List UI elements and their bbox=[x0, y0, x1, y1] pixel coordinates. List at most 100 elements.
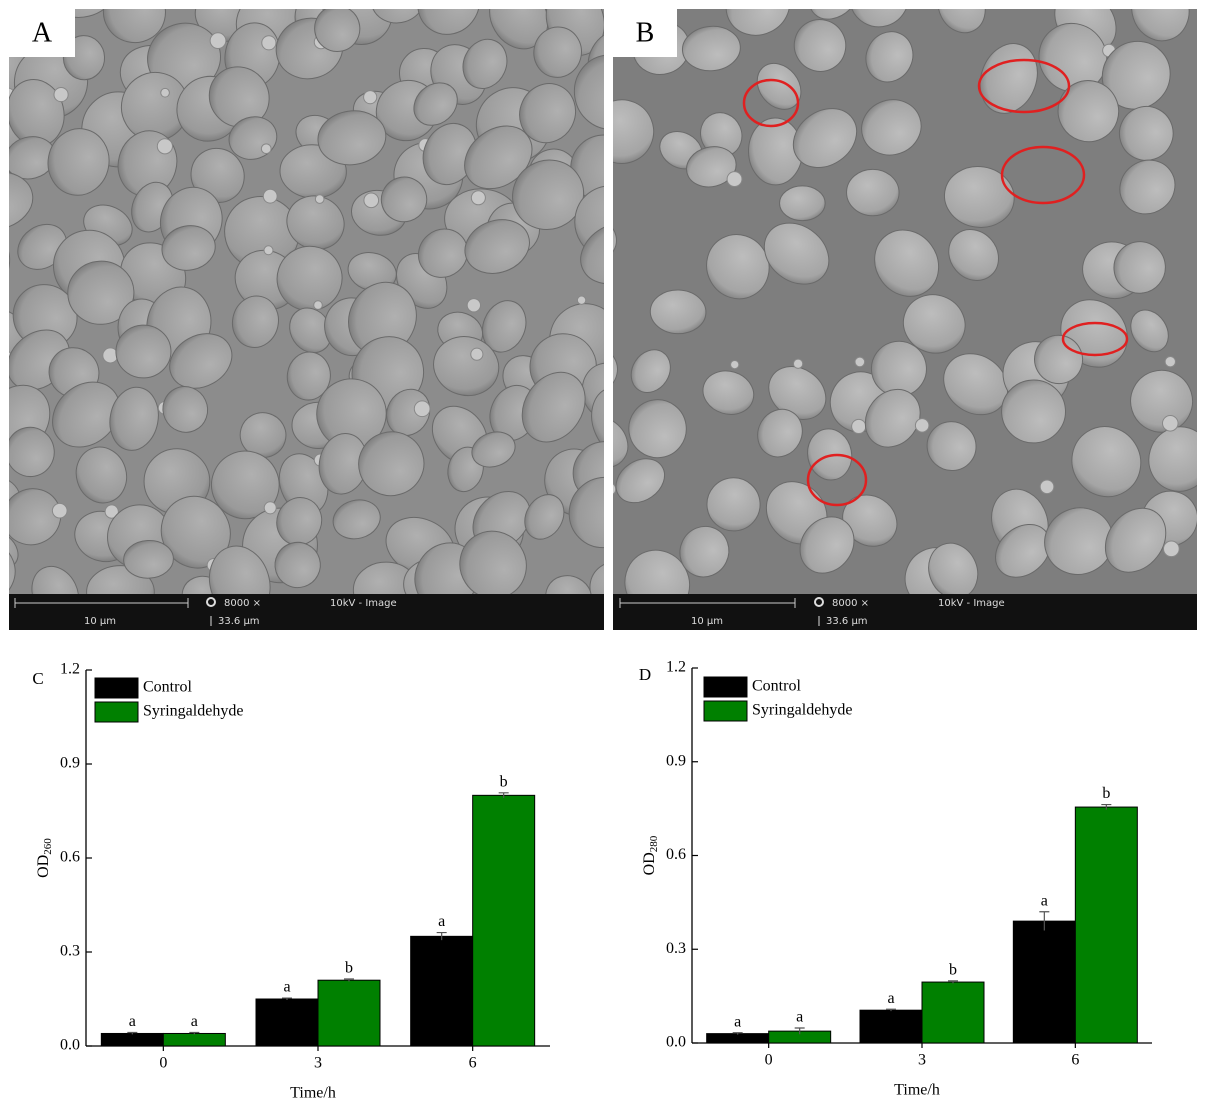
cell bbox=[115, 324, 172, 379]
bud-scar bbox=[314, 194, 325, 204]
bar bbox=[706, 1033, 770, 1044]
bar bbox=[1074, 806, 1138, 1044]
y-tick-label: 0.0 bbox=[60, 1037, 80, 1054]
panel-label: A bbox=[32, 17, 53, 48]
y-tick-label: 0.3 bbox=[666, 940, 686, 957]
significance-letter: a bbox=[283, 979, 290, 996]
x-tick-label: 0 bbox=[765, 1052, 773, 1069]
bar bbox=[317, 979, 381, 1047]
cell bbox=[793, 19, 847, 72]
cell bbox=[870, 340, 927, 397]
cell bbox=[464, 125, 533, 190]
cell bbox=[67, 260, 135, 325]
cell bbox=[1104, 507, 1167, 573]
bud-scar bbox=[51, 502, 68, 519]
error-bar bbox=[948, 980, 958, 984]
cell bbox=[161, 225, 216, 271]
bud-scar bbox=[313, 300, 323, 310]
bar bbox=[859, 1009, 923, 1044]
panel-label: B bbox=[636, 17, 655, 48]
x-axis-label: Time/h bbox=[290, 1085, 336, 1102]
y-axis-label-sub: 260 bbox=[42, 838, 54, 855]
cell bbox=[545, 575, 593, 594]
field-width: 33.6 µm bbox=[826, 616, 868, 627]
bud-scar bbox=[156, 138, 173, 155]
error-bar bbox=[344, 978, 354, 982]
significance-letter: a bbox=[129, 1013, 136, 1030]
bud-scar bbox=[262, 188, 278, 204]
cell bbox=[792, 108, 858, 168]
cell bbox=[413, 82, 458, 126]
cell bbox=[533, 26, 582, 78]
cell bbox=[317, 110, 387, 166]
error-bar bbox=[1101, 803, 1112, 810]
cell bbox=[1113, 241, 1166, 294]
cell bbox=[49, 9, 117, 18]
cell bbox=[686, 146, 737, 188]
legend-label: Control bbox=[752, 678, 801, 695]
x-tick-label: 3 bbox=[918, 1052, 926, 1069]
y-tick-label: 0.0 bbox=[666, 1034, 686, 1051]
bar bbox=[472, 794, 536, 1047]
scale-bar-label: 10 µm bbox=[691, 616, 723, 627]
cell bbox=[779, 185, 826, 222]
error-bar bbox=[498, 792, 509, 798]
x-tick-label: 3 bbox=[314, 1055, 322, 1072]
bud-scar bbox=[576, 295, 587, 305]
cell bbox=[1148, 426, 1197, 492]
bud-scar bbox=[261, 35, 277, 51]
y-axis-label-main: OD bbox=[641, 852, 658, 875]
cell bbox=[521, 371, 586, 443]
error-bar bbox=[794, 1027, 805, 1035]
cell bbox=[1001, 379, 1066, 444]
cell bbox=[706, 477, 761, 532]
cell bbox=[1131, 9, 1190, 42]
cell bbox=[358, 431, 425, 497]
cell bbox=[231, 295, 279, 348]
cell bbox=[1034, 334, 1084, 385]
highlight-circles bbox=[742, 58, 1129, 507]
cell bbox=[314, 9, 361, 52]
y-axis-label: OD280 bbox=[641, 835, 660, 875]
sem-image: A 10 µm 8000 × 10kV - Image 33.6 µm bbox=[9, 9, 604, 630]
bud-scar bbox=[363, 90, 378, 105]
y-tick-label: 1.2 bbox=[666, 659, 686, 676]
cell bbox=[417, 9, 480, 35]
cell bbox=[519, 83, 577, 144]
bud-scar bbox=[160, 87, 170, 98]
cell bbox=[464, 219, 530, 274]
significance-letter: a bbox=[1041, 892, 1048, 909]
bud-scar bbox=[730, 359, 740, 370]
bar bbox=[410, 935, 474, 1047]
cell bbox=[169, 333, 233, 389]
cell bbox=[123, 540, 174, 579]
cell bbox=[580, 221, 604, 285]
y-axis-label-sub: 280 bbox=[648, 835, 660, 852]
error-bar bbox=[282, 997, 292, 1000]
error-bar bbox=[127, 1031, 138, 1035]
cell bbox=[763, 222, 830, 285]
significance-letter: b bbox=[345, 960, 353, 977]
cell bbox=[995, 523, 1051, 578]
y-tick-label: 0.3 bbox=[60, 943, 80, 960]
mode: 10kV - Image bbox=[938, 598, 1005, 609]
cell bbox=[725, 9, 791, 36]
cell bbox=[162, 386, 209, 433]
x-axis-label: Time/h bbox=[894, 1082, 940, 1099]
error-bar bbox=[436, 931, 447, 941]
cell bbox=[512, 159, 585, 230]
bud-scar bbox=[726, 171, 743, 188]
cell bbox=[613, 99, 655, 164]
y-tick-label: 0.6 bbox=[60, 849, 80, 866]
legend-swatch bbox=[94, 701, 139, 723]
bud-scar bbox=[1163, 540, 1180, 558]
x-tick-label: 6 bbox=[469, 1055, 477, 1072]
significance-letter: b bbox=[949, 961, 957, 978]
mode: 10kV - Image bbox=[330, 598, 397, 609]
field-width: 33.6 µm bbox=[218, 616, 260, 627]
cell bbox=[613, 346, 618, 393]
cell bbox=[1057, 80, 1120, 143]
cell bbox=[1071, 426, 1142, 498]
cell bbox=[808, 9, 861, 20]
